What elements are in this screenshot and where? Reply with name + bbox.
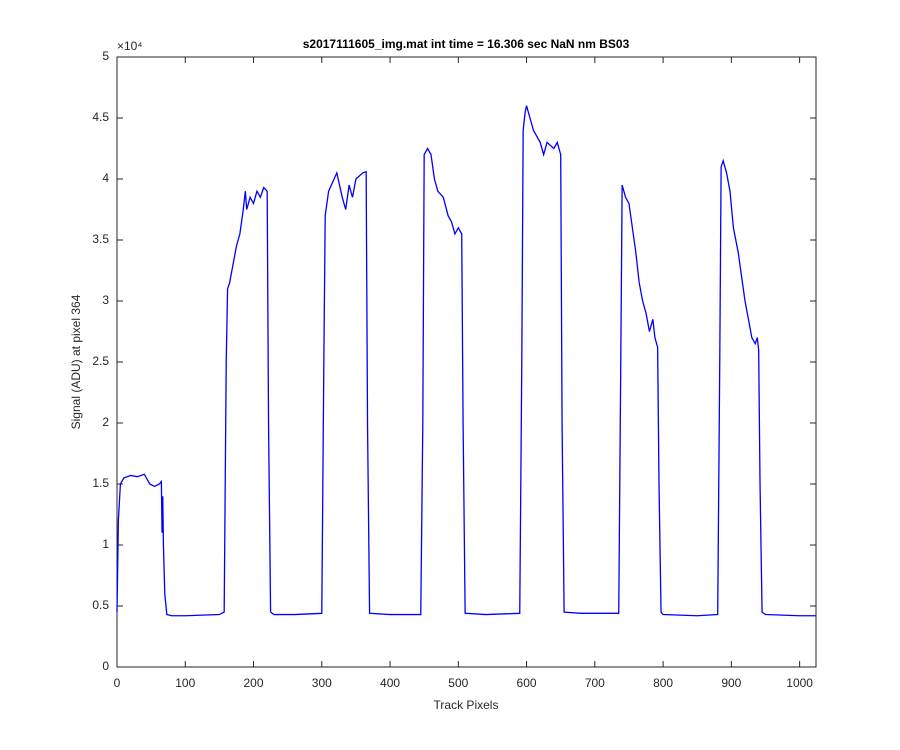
- x-tick-label: 800: [653, 676, 673, 690]
- data-line: [116, 105, 816, 617]
- y-tick-label: 3: [102, 293, 109, 307]
- x-tick-label: 100: [175, 676, 195, 690]
- y-tick-label: 3.5: [92, 232, 109, 246]
- y-tick-label: 0.5: [92, 598, 109, 612]
- y-tick-label: 5: [102, 49, 109, 63]
- y-tick-label: 1.5: [92, 476, 109, 490]
- y-axis-label: Signal (ADU) at pixel 364: [69, 294, 83, 429]
- x-tick-label: 600: [517, 676, 537, 690]
- x-tick-label: 500: [448, 676, 468, 690]
- x-axis-label: Track Pixels: [434, 698, 499, 712]
- x-tick-label: 1000: [786, 676, 813, 690]
- y-tick-label: 1: [102, 537, 109, 551]
- x-tick-label: 900: [721, 676, 741, 690]
- x-tick-label: 0: [114, 676, 121, 690]
- y-tick-label: 4: [102, 171, 109, 185]
- y-tick-label: 0: [102, 659, 109, 673]
- y-multiplier: ×10⁴: [117, 39, 143, 53]
- y-tick-label: 2.5: [92, 354, 109, 368]
- y-tick-label: 2: [102, 415, 109, 429]
- x-tick-label: 200: [244, 676, 264, 690]
- x-tick-label: 300: [312, 676, 332, 690]
- x-tick-label: 400: [380, 676, 400, 690]
- chart-title: s2017111605_img.mat int time = 16.306 se…: [303, 37, 630, 51]
- plot-area: [116, 56, 817, 668]
- x-tick-label: 700: [585, 676, 605, 690]
- y-tick-label: 4.5: [92, 110, 109, 124]
